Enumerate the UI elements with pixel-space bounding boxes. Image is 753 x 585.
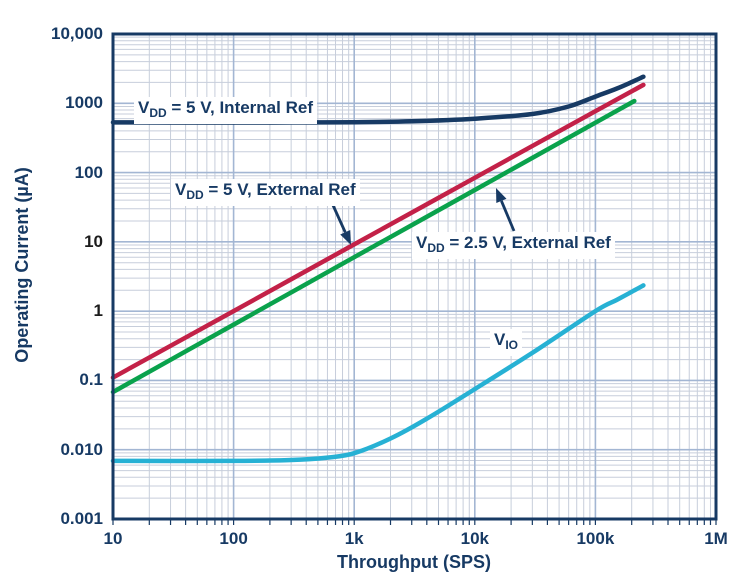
annotation-external-2p5v: VDD = 2.5 V, External Ref — [412, 232, 615, 259]
v-symbol: V — [494, 330, 506, 349]
annotation-vio: VIO — [490, 329, 523, 356]
v-symbol: V — [175, 180, 187, 199]
annotation-arrow-shaft — [500, 200, 516, 232]
v-symbol: V — [416, 233, 428, 252]
x-tick-label: 1M — [704, 529, 728, 548]
x-tick-label: 100k — [576, 529, 615, 548]
y-tick-label: 0.010 — [60, 439, 103, 459]
y-tick-label: 10,000 — [51, 24, 103, 43]
y-tick-label: 100 — [74, 162, 103, 182]
x-tick-label: 10k — [460, 529, 489, 548]
x-tick-label: 1k — [344, 529, 364, 548]
v-subscript: DD — [427, 241, 445, 255]
x-tick-label: 10 — [103, 529, 123, 548]
series-line-vio — [110, 283, 646, 464]
y-tick-label: 10 — [84, 231, 103, 251]
y-tick-label: 1000 — [65, 93, 103, 113]
y-tick-label: 1 — [93, 301, 103, 321]
annotation-internal-ref: VDD = 5 V, Internal Ref — [134, 97, 317, 124]
y-tick-label: 0.001 — [60, 509, 103, 528]
v-subscript: DD — [149, 106, 167, 120]
x-axis-title: Throughput (SPS) — [337, 552, 491, 572]
plot-border — [111, 32, 718, 521]
annotation-arrow-shaft — [330, 202, 347, 233]
annotation-arrow-head — [340, 229, 351, 245]
annotation-label-text: = 5 V, External Ref — [203, 180, 356, 199]
annotation-arrow-head — [496, 188, 507, 204]
annotation-label-text: = 5 V, Internal Ref — [166, 98, 313, 117]
series-line-vdd2p5-external-ref — [110, 98, 637, 395]
v-symbol: V — [138, 98, 150, 117]
series-line-vdd5-external-ref — [110, 82, 646, 380]
v-subscript: IO — [505, 338, 519, 352]
annotation-external-5v: VDD = 5 V, External Ref — [171, 179, 360, 206]
v-subscript: DD — [186, 188, 204, 202]
y-tick-label: 0.1 — [79, 370, 103, 390]
x-tick-label: 100 — [219, 529, 248, 548]
annotation-label-text: = 2.5 V, External Ref — [444, 233, 611, 252]
